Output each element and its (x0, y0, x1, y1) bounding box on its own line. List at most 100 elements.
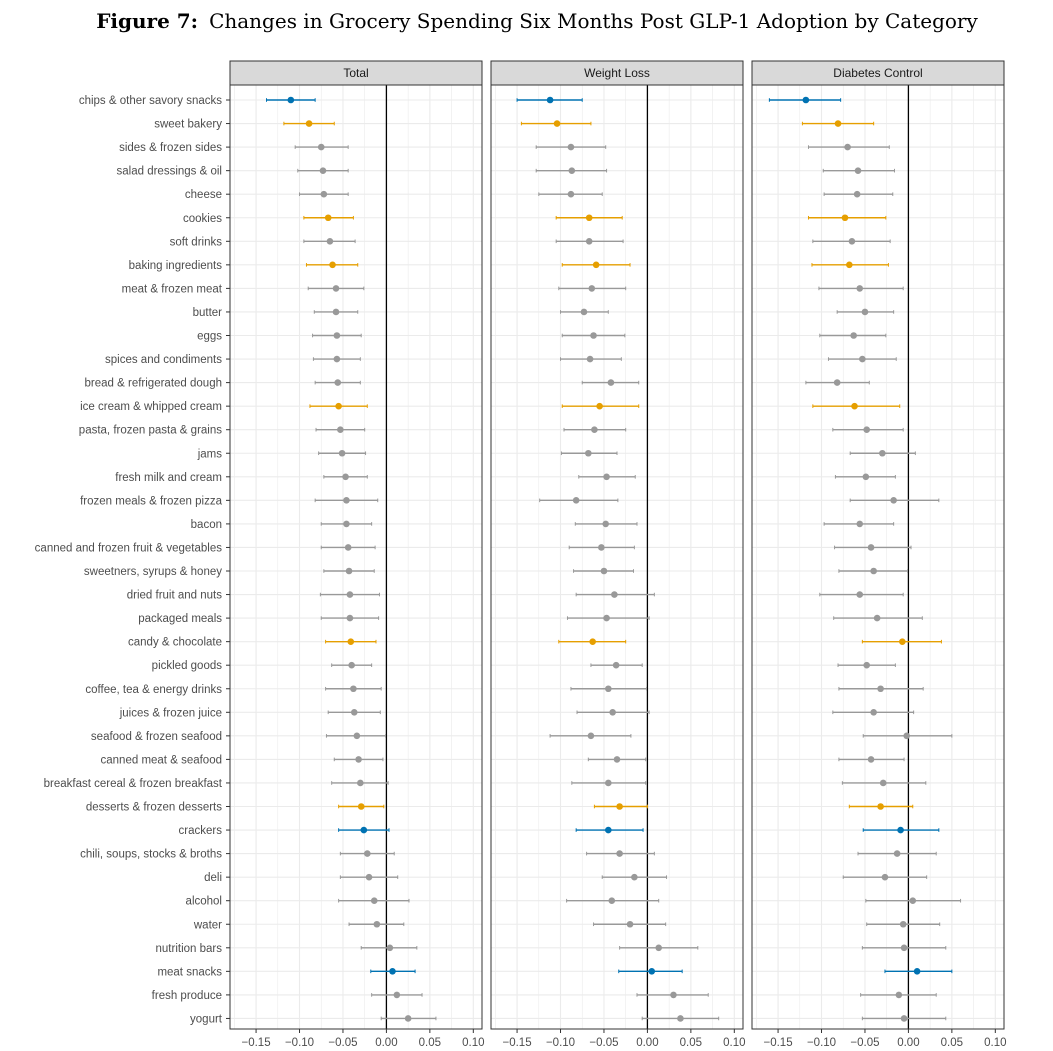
estimate-point (870, 709, 877, 716)
estimate-point (626, 920, 634, 928)
category-label: sweet bakery (154, 119, 222, 131)
estimate-point (605, 826, 612, 834)
x-tick-label: 0.00 (375, 1037, 397, 1049)
estimate-point (605, 685, 612, 693)
figure-title-text: Changes in Grocery Spending Six Months P… (209, 9, 978, 33)
estimate-point (877, 803, 884, 810)
estimate-point (326, 238, 334, 245)
x-tick-label: 0.05 (680, 1037, 702, 1049)
estimate-point (863, 661, 871, 669)
x-tick-label: 0.10 (723, 1037, 745, 1049)
figure-title: Figure 7: Changes in Grocery Spending Si… (96, 9, 978, 33)
estimate-point (567, 143, 575, 151)
estimate-point (616, 850, 623, 857)
facet-strip (490, 60, 744, 86)
estimate-point (890, 497, 897, 504)
estimate-point (337, 426, 344, 434)
estimate-point (833, 379, 841, 386)
category-label: yogurt (190, 1013, 223, 1025)
category-label: fresh produce (152, 990, 222, 1002)
estimate-point (287, 96, 295, 104)
estimate-point (370, 897, 378, 904)
estimate-point (363, 850, 371, 857)
estimate-point (877, 685, 884, 693)
category-label: desserts & frozen desserts (86, 802, 222, 814)
estimate-point (841, 214, 849, 222)
x-tick-label: −0.15 (503, 1037, 532, 1049)
estimate-point (590, 332, 597, 339)
x-tick-label: 0.05 (941, 1037, 963, 1049)
estimate-point (346, 591, 354, 598)
estimate-point (844, 143, 851, 151)
estimate-point (333, 332, 341, 339)
estimate-point (360, 826, 368, 834)
estimate-point (338, 449, 346, 457)
estimate-point (596, 402, 603, 410)
estimate-point (607, 379, 615, 386)
category-label: cookies (183, 213, 222, 225)
estimate-point (572, 497, 580, 504)
category-label: canned meat & seafood (101, 754, 222, 766)
estimate-point (305, 120, 313, 127)
category-label: candy & chocolate (128, 637, 222, 649)
estimate-point (900, 944, 908, 952)
estimate-point (850, 332, 857, 339)
estimate-point (567, 190, 575, 198)
category-label: frozen meals & frozen pizza (80, 495, 223, 507)
estimate-point (393, 991, 401, 999)
facet-strip (751, 60, 1005, 86)
estimate-point (346, 614, 354, 622)
estimate-point (863, 426, 871, 434)
estimate-point (592, 261, 600, 269)
category-label: ice cream & whipped cream (80, 401, 222, 413)
estimate-point (861, 308, 869, 316)
estimate-point (602, 520, 610, 528)
estimate-point (870, 567, 877, 575)
x-tick-label: −0.10 (807, 1037, 836, 1049)
estimate-point (853, 190, 861, 198)
x-tick-label: −0.05 (328, 1037, 357, 1049)
estimate-point (859, 355, 866, 363)
estimate-point (802, 96, 810, 104)
category-label: dried fruit and nuts (127, 590, 223, 602)
estimate-point (612, 661, 620, 669)
category-label: seafood & frozen seafood (91, 731, 222, 743)
category-label: sweetners, syrups & honey (84, 566, 222, 578)
category-label: fresh milk and cream (115, 472, 222, 484)
estimate-point (320, 190, 328, 198)
estimate-point (900, 1015, 908, 1022)
estimate-point (357, 803, 365, 810)
facet-strip-label: Total (343, 66, 368, 80)
estimate-point (846, 261, 853, 269)
category-label: meat & frozen meat (122, 283, 223, 295)
estimate-point (879, 779, 887, 787)
estimate-point (329, 261, 336, 269)
x-tick-label: −0.05 (589, 1037, 618, 1049)
facet-strip-label: Weight Loss (584, 66, 650, 80)
category-label: cheese (185, 189, 222, 201)
estimate-point (897, 826, 904, 834)
category-label: deli (204, 872, 222, 884)
estimate-point (893, 850, 901, 857)
estimate-point (589, 638, 596, 645)
category-label: breakfast cereal & frozen breakfast (44, 778, 223, 790)
estimate-point (342, 473, 349, 481)
estimate-point (903, 732, 910, 740)
estimate-point (343, 497, 350, 504)
x-tick-label: −0.15 (764, 1037, 793, 1049)
category-label: bacon (191, 519, 222, 531)
estimate-point (899, 638, 906, 645)
category-label: pickled goods (152, 660, 223, 672)
estimate-point (834, 120, 842, 127)
category-label: juices & frozen juice (119, 707, 222, 719)
category-label: jams (197, 448, 223, 460)
estimate-point (856, 520, 864, 528)
estimate-point (611, 591, 618, 598)
estimate-point (655, 944, 663, 952)
estimate-point (899, 920, 907, 928)
facet-strip-label: Diabetes Control (833, 66, 922, 80)
category-label: sides & frozen sides (119, 142, 222, 154)
estimate-point (568, 167, 576, 174)
estimate-point (324, 214, 332, 222)
estimate-point (873, 614, 881, 622)
